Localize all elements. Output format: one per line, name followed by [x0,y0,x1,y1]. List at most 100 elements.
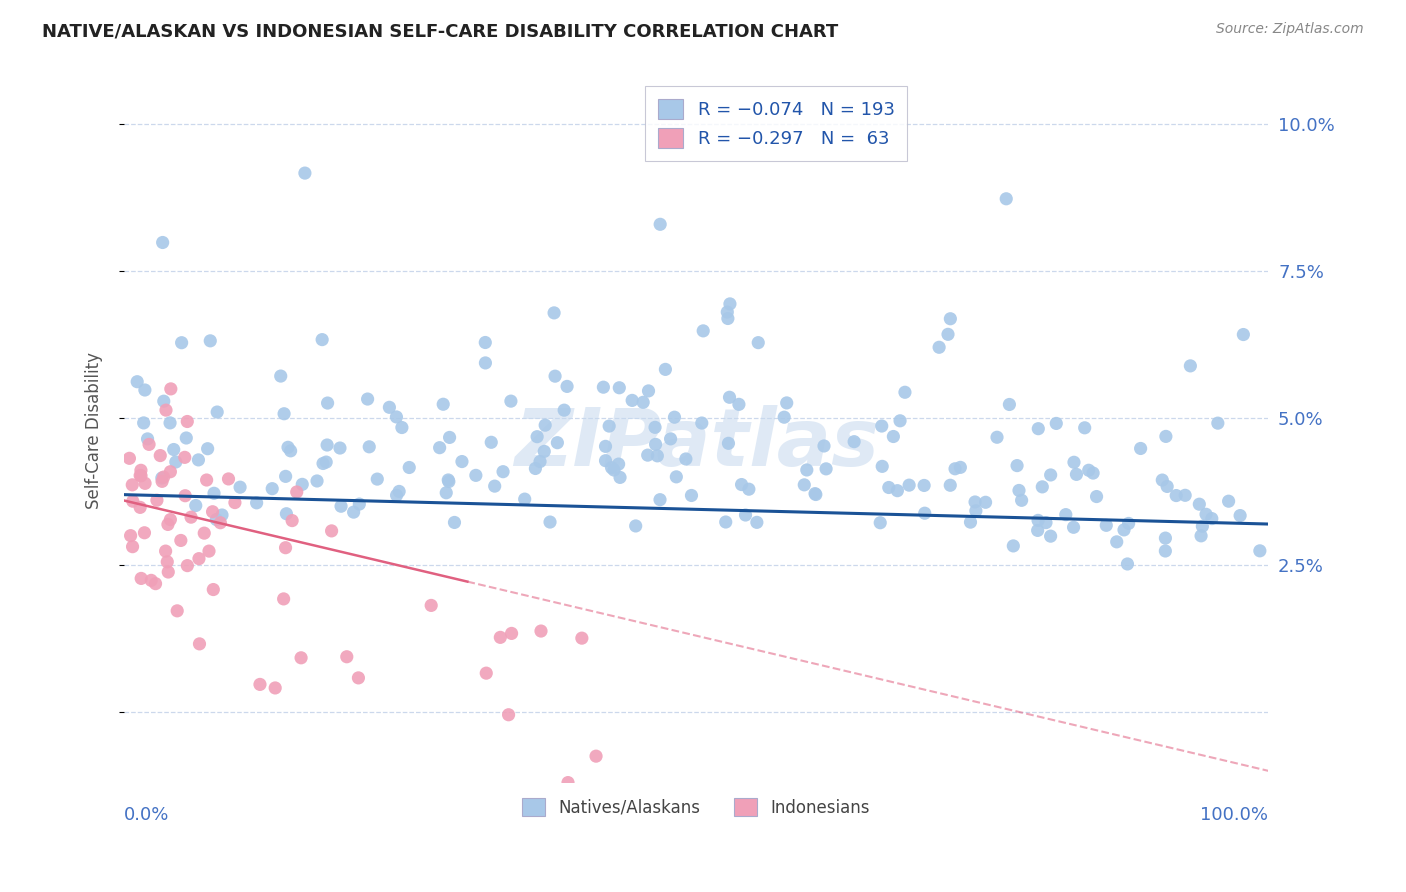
Point [159,465,181,479]
Point [336,649,359,664]
Point [205,405,228,419]
Point [1031,480,1053,494]
Point [155,544,177,558]
Y-axis label: Self-Care Disability: Self-Care Disability [86,351,103,508]
Point [150,475,173,489]
Point [1118,516,1140,531]
Point [149,449,172,463]
Point [152,470,174,484]
Point [197,442,219,456]
Point [1063,455,1085,469]
Point [717,436,740,450]
Text: 0.0%: 0.0% [124,806,170,824]
Point [330,500,353,514]
Point [728,397,751,411]
Point [1039,467,1062,482]
Point [730,477,752,491]
Point [184,499,207,513]
Point [644,420,666,434]
Point [648,492,671,507]
Point [815,462,838,476]
Point [1201,511,1223,525]
Point [665,470,688,484]
Point [316,396,339,410]
Point [1105,534,1128,549]
Point [1045,417,1067,431]
Point [173,450,195,465]
Point [195,473,218,487]
Point [939,478,962,492]
Point [1095,518,1118,533]
Point [138,437,160,451]
Point [607,381,630,395]
Point [1206,416,1229,430]
Point [524,461,547,475]
Point [281,514,304,528]
Point [936,327,959,342]
Point [1112,523,1135,537]
Point [869,516,891,530]
Point [607,457,630,471]
Point [1054,508,1077,522]
Point [609,470,631,484]
Point [571,631,593,645]
Point [366,472,388,486]
Point [690,416,713,430]
Point [145,576,167,591]
Point [1077,463,1099,477]
Point [157,565,180,579]
Point [637,384,659,398]
Point [439,430,461,444]
Point [378,401,401,415]
Point [475,666,498,681]
Point [311,333,333,347]
Point [1154,531,1177,545]
Point [329,441,352,455]
Point [546,435,568,450]
Point [718,297,741,311]
Point [201,505,224,519]
Point [603,463,626,477]
Point [553,403,575,417]
Point [159,513,181,527]
Point [543,306,565,320]
Point [1073,421,1095,435]
Point [200,334,222,348]
Point [882,429,904,443]
Point [188,637,211,651]
Point [150,471,173,485]
Point [501,626,523,640]
Point [986,430,1008,444]
Point [1116,557,1139,571]
Text: ZIPatlas: ZIPatlas [513,405,879,483]
Point [280,443,302,458]
Point [692,324,714,338]
Point [274,541,297,555]
Point [1189,529,1212,543]
Point [159,416,181,430]
Point [437,475,460,489]
Point [1005,458,1028,473]
Point [229,480,252,494]
Point [385,409,408,424]
Point [129,468,152,483]
Point [659,432,682,446]
Point [264,681,287,695]
Point [202,486,225,500]
Point [273,591,295,606]
Text: Source: ZipAtlas.com: Source: ZipAtlas.com [1216,22,1364,37]
Point [718,390,741,404]
Point [290,650,312,665]
Point [538,515,561,529]
Point [347,671,370,685]
Point [1066,467,1088,482]
Point [526,430,548,444]
Point [1008,483,1031,498]
Point [121,540,143,554]
Point [1154,429,1177,443]
Point [949,460,972,475]
Point [165,455,187,469]
Point [492,465,515,479]
Point [129,571,152,585]
Point [1063,520,1085,534]
